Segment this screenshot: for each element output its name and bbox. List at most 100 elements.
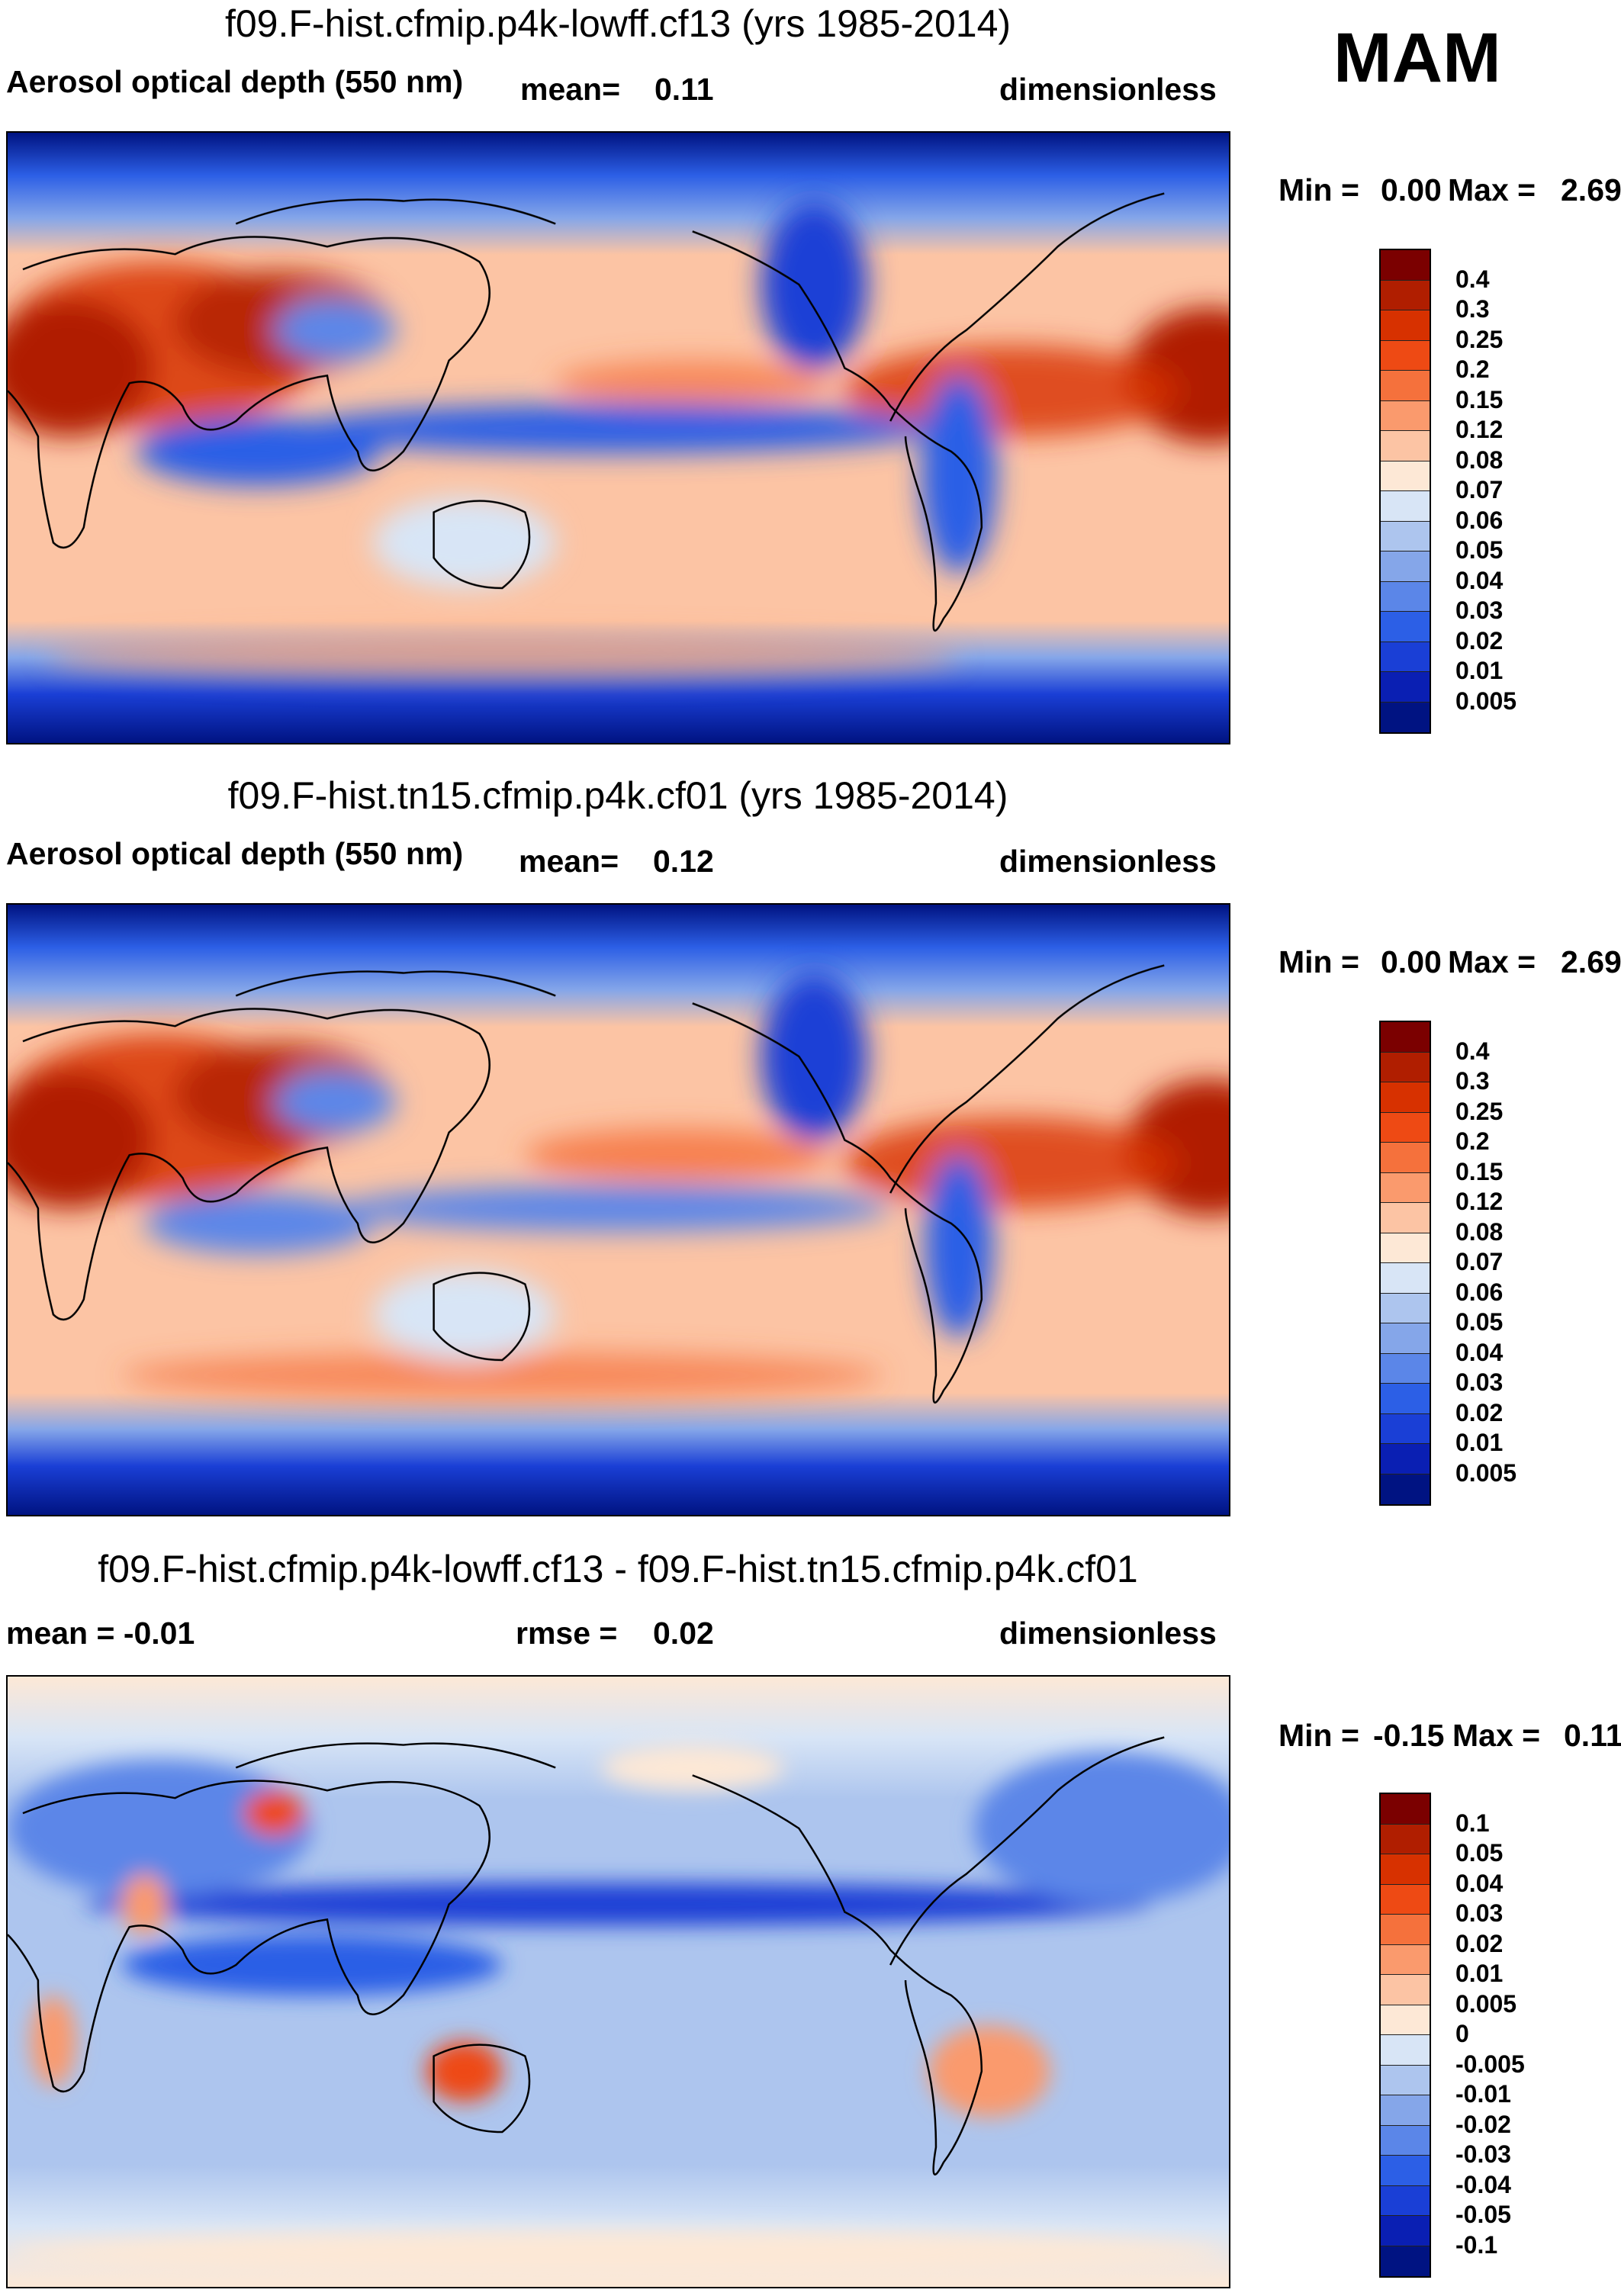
panel-3-map-graphic (8, 1677, 1229, 2287)
colorbar-tick-label: 0.005 (1455, 1458, 1517, 1487)
panel-2-mean-value: 0.12 (653, 844, 714, 879)
colorbar-tick-label: 0.02 (1455, 1929, 1504, 1957)
colorbar-tick-label: -0.02 (1455, 2110, 1511, 2138)
panel-3-mean-label: mean = -0.01 (6, 1616, 195, 1651)
panel-1-map-graphic (8, 133, 1229, 743)
panel-1-max-label: Max = (1448, 172, 1536, 207)
colorbar-swatch (1381, 491, 1430, 522)
colorbar-swatch (1381, 2156, 1430, 2186)
panel-2-min-value: 0.00 (1381, 944, 1442, 979)
colorbar-tick-label: 0.2 (1455, 355, 1490, 383)
panel-1-map (6, 131, 1230, 744)
panel-2-map-graphic (8, 905, 1229, 1515)
colorbar-tick-label: 0.04 (1455, 1338, 1504, 1366)
colorbar-swatch (1381, 1794, 1430, 1825)
colorbar-swatch (1381, 371, 1430, 401)
panel-2-colorbar-swatches (1379, 1021, 1431, 1506)
colorbar-swatch (1381, 581, 1430, 612)
colorbar-swatch (1381, 1384, 1430, 1414)
colorbar-swatch (1381, 1353, 1430, 1384)
colorbar-tick-label: 0.06 (1455, 1278, 1504, 1306)
colorbar-swatch (1381, 431, 1430, 461)
colorbar-tick-label: 0.02 (1455, 1398, 1504, 1426)
panel-3-colorbar (1379, 1793, 1431, 2278)
panel-3-max-value: 0.11 (1564, 1718, 1621, 1753)
colorbar-swatch (1381, 642, 1430, 672)
colorbar-tick-label: 0.15 (1455, 385, 1504, 413)
colorbar-swatch (1381, 2185, 1430, 2216)
panel-3-title: f09.F-hist.cfmip.p4k-lowff.cf13 - f09.F-… (98, 1548, 1138, 1590)
colorbar-swatch (1381, 1854, 1430, 1885)
colorbar-swatch (1381, 1293, 1430, 1323)
panel-2-colorbar (1379, 1021, 1431, 1506)
panel-3-units: dimensionless (999, 1616, 1217, 1651)
colorbar-swatch (1381, 1143, 1430, 1173)
colorbar-swatch (1381, 400, 1430, 431)
colorbar-tick-label: 0.3 (1455, 1067, 1490, 1095)
colorbar-tick-label: 0.12 (1455, 416, 1504, 443)
colorbar-swatch (1381, 461, 1430, 491)
colorbar-swatch (1381, 250, 1430, 281)
colorbar-tick-label: -0.005 (1455, 2050, 1525, 2078)
colorbar-tick-label: 0.07 (1455, 1248, 1504, 1275)
season-label: MAM (1333, 19, 1501, 97)
panel-3-min-label: Min = (1278, 1718, 1359, 1753)
panel-2-variable-label: Aerosol optical depth (550 nm) (6, 836, 464, 871)
colorbar-tick-label: 0.4 (1455, 265, 1490, 293)
panel-3-map (6, 1675, 1230, 2288)
colorbar-tick-label: 0 (1455, 2020, 1469, 2047)
colorbar-swatch (1381, 1022, 1430, 1053)
colorbar-swatch (1381, 1203, 1430, 1233)
panel-2-map (6, 903, 1230, 1516)
colorbar-tick-label: 0.05 (1455, 536, 1504, 564)
colorbar-tick-label: -0.1 (1455, 2230, 1498, 2259)
colorbar-tick-label: 0.01 (1455, 1429, 1504, 1456)
colorbar-tick-label: 0.08 (1455, 1217, 1504, 1246)
colorbar-swatch (1381, 310, 1430, 341)
panel-3-max-label: Max = (1452, 1718, 1541, 1753)
colorbar-tick-label: 0.07 (1455, 476, 1504, 503)
colorbar-tick-label: 0.1 (1455, 1809, 1490, 1837)
colorbar-tick-label: 0.01 (1455, 1960, 1504, 1987)
colorbar-tick-label: 0.03 (1455, 597, 1504, 624)
colorbar-tick-label: 0.005 (1455, 1989, 1517, 2018)
colorbar-tick-label: 0.01 (1455, 657, 1504, 684)
colorbar-swatch (1381, 1233, 1430, 1263)
colorbar-swatch (1381, 2216, 1430, 2246)
colorbar-tick-label: 0.04 (1455, 566, 1504, 594)
colorbar-tick-label: 0.02 (1455, 626, 1504, 654)
colorbar-swatch (1381, 672, 1430, 703)
colorbar-tick-label: 0.04 (1455, 1869, 1504, 1897)
panel-3-rmse-value: 0.02 (653, 1616, 714, 1651)
colorbar-swatch (1381, 280, 1430, 310)
colorbar-swatch (1381, 2125, 1430, 2156)
panel-3-colorbar-swatches (1379, 1793, 1431, 2278)
colorbar-swatch (1381, 1082, 1430, 1113)
colorbar-swatch (1381, 1413, 1430, 1444)
colorbar-tick-label: 0.2 (1455, 1127, 1490, 1155)
colorbar-tick-label: 0.4 (1455, 1037, 1490, 1065)
panel-1-coastlines (8, 192, 1165, 632)
colorbar-swatch (1381, 1444, 1430, 1474)
colorbar-swatch (1381, 1052, 1430, 1082)
colorbar-tick-label: 0.06 (1455, 506, 1504, 534)
colorbar-swatch (1381, 340, 1430, 371)
panel-3-coastlines (8, 1736, 1165, 2175)
colorbar-swatch (1381, 702, 1430, 732)
colorbar-swatch (1381, 551, 1430, 582)
colorbar-tick-label: -0.03 (1455, 2140, 1511, 2168)
colorbar-swatch (1381, 1172, 1430, 1203)
panel-1-colorbar (1379, 249, 1431, 734)
colorbar-swatch (1381, 2065, 1430, 2095)
panel-2-max-value: 2.69 (1561, 944, 1621, 979)
colorbar-tick-label: 0.005 (1455, 687, 1517, 715)
colorbar-swatch (1381, 1915, 1430, 1945)
colorbar-tick-label: 0.15 (1455, 1157, 1504, 1185)
colorbar-tick-label: 0.3 (1455, 295, 1490, 323)
panel-3-min-value: -0.15 (1373, 1718, 1445, 1753)
colorbar-tick-label: 0.25 (1455, 1097, 1504, 1125)
colorbar-swatch (1381, 521, 1430, 551)
colorbar-swatch (1381, 2246, 1430, 2276)
colorbar-tick-label: 0.03 (1455, 1368, 1504, 1396)
colorbar-swatch (1381, 1944, 1430, 1975)
